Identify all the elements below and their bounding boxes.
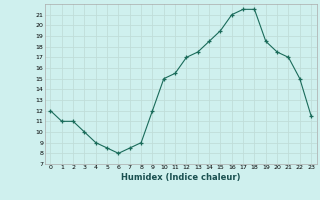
X-axis label: Humidex (Indice chaleur): Humidex (Indice chaleur) bbox=[121, 173, 241, 182]
